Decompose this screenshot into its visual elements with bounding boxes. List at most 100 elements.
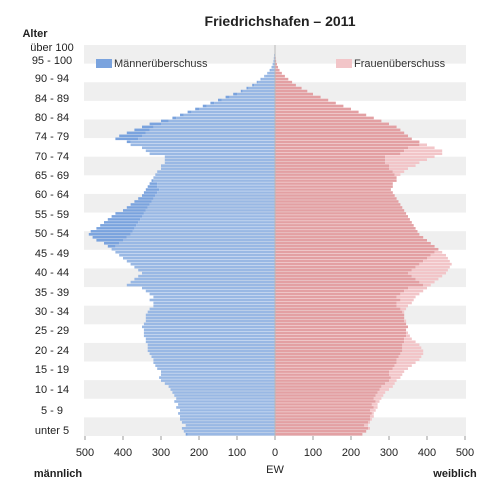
female-bar [275,236,423,239]
female-bar [275,355,399,358]
male-bar [159,376,275,379]
male-surplus-bar [127,141,131,144]
female-surplus-bar [380,388,390,391]
male-bar [146,209,275,212]
female-surplus-bar [400,308,406,311]
female-surplus-bar [400,152,442,155]
female-bar [275,352,400,355]
age-label: 25 - 29 [35,325,69,337]
female-bar [275,161,385,164]
male-surplus-bar [142,194,155,197]
male-bar [146,132,275,135]
female-bar [275,179,397,182]
male-surplus-bar [270,69,271,72]
male-bar [176,406,275,409]
male-bar [150,203,275,206]
male-bar [150,308,275,311]
female-surplus-bar [404,338,412,341]
male-bar [127,260,275,263]
female-bar [275,308,400,311]
male-bar [144,212,275,215]
female-surplus-bar [370,415,374,418]
female-bar [275,87,302,90]
female-bar [275,412,372,415]
male-surplus-bar [226,96,230,99]
male-bar [157,170,275,173]
male-bar [131,141,275,144]
female-surplus-bar [378,391,386,394]
male-surplus-bar [150,123,161,126]
male-bar [184,430,275,433]
male-surplus-bar [195,108,199,111]
male-bar [146,320,275,323]
female-bar [275,81,292,84]
female-bar [275,173,395,176]
male-surplus-bar [203,105,207,108]
male-surplus-bar [115,138,138,141]
female-surplus-bar [402,349,423,352]
female-bar [275,111,359,114]
female-bar [275,227,416,230]
male-bar [159,188,275,191]
female-bar [275,75,285,78]
male-surplus-bar [161,120,169,123]
female-bar [275,358,397,361]
male-bar [136,224,275,227]
male-surplus-bar [144,191,157,194]
female-bar [275,212,406,215]
male-bar [138,221,275,224]
male-bar [134,227,275,230]
male-surplus-bar [96,239,123,242]
age-label: 15 - 19 [35,364,69,376]
male-bar [152,200,276,203]
age-label: 65 - 69 [35,170,69,182]
age-label: 95 - 100 [32,55,72,67]
male-bar [161,167,275,170]
female-surplus-bar [404,320,406,323]
female-surplus-bar [416,266,450,269]
male-bar [146,314,275,317]
female-bar [275,78,288,81]
female-surplus-bar [400,352,423,355]
female-bar [275,290,404,293]
female-bar [275,263,419,266]
male-bar [229,96,275,99]
female-bar [275,409,370,412]
male-bar [142,135,275,138]
female-surplus-bar [404,290,423,293]
male-bar [150,352,275,355]
female-surplus-bar [402,346,421,349]
male-bar [188,433,275,436]
male-bar [178,403,275,406]
age-label: 35 - 39 [35,287,69,299]
female-surplus-bar [381,385,392,388]
male-surplus-bar [172,117,176,120]
male-surplus-bar [89,233,131,236]
male-surplus-bar [123,209,146,212]
female-bar [275,361,397,364]
female-bar [275,105,343,108]
legend-male-swatch [96,59,112,68]
female-surplus-bar [412,269,448,272]
female-bar [275,329,406,332]
male-bar [119,242,275,245]
female-bar [275,340,404,343]
male-bar [146,338,275,341]
female-surplus-bar [404,149,442,152]
female-bar [275,176,397,179]
female-bar [275,400,376,403]
male-bar [127,284,275,287]
male-bar [161,164,275,167]
male-bar [248,87,275,90]
female-bar [275,269,412,272]
female-surplus-bar [393,367,408,370]
x-tick-label: 300 [380,447,398,459]
chart-title: Friedrichshafen – 2011 [205,13,356,29]
female-surplus-bar [397,361,416,364]
female-surplus-bar [391,376,401,379]
male-bar [157,185,275,188]
female-bar [275,367,393,370]
female-surplus-bar [385,155,434,158]
x-tick-label: 0 [272,447,278,459]
